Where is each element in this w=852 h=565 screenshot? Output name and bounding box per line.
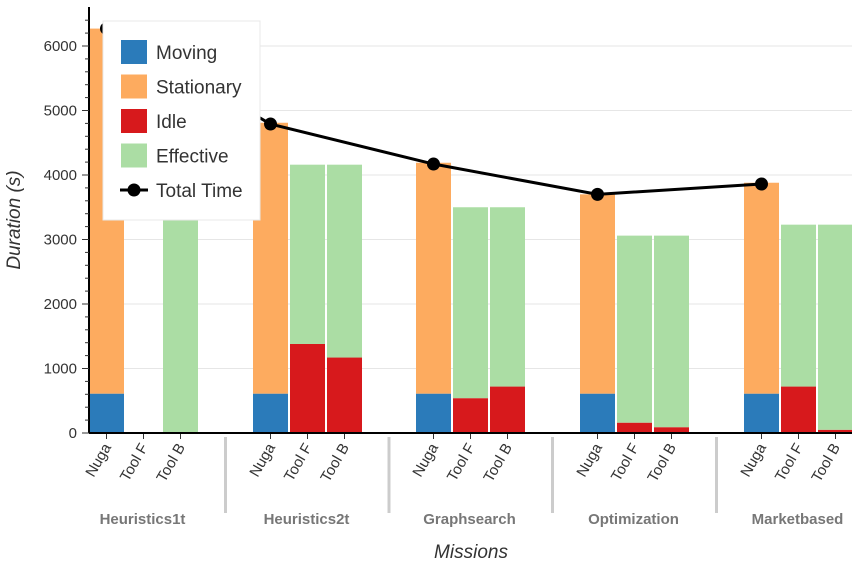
x-category-label: Nuga [573, 440, 606, 480]
bar-segment-effective [617, 235, 652, 423]
x-axis-title: Missions [434, 542, 508, 563]
legend-swatch-effective [121, 143, 147, 168]
bar-segment-idle [453, 398, 488, 433]
bar-segment-idle [654, 427, 689, 433]
bar-segment-effective [453, 207, 488, 399]
total-time-point [264, 117, 277, 131]
y-axis-title: Duration (s) [4, 170, 25, 269]
bar-segment-idle [818, 429, 852, 433]
bar-segment-idle [781, 386, 816, 433]
bar-segment-effective [327, 164, 362, 358]
legend-label: Idle [156, 112, 187, 133]
legend-swatch-marker [127, 183, 141, 197]
legend-swatch-stationary [121, 74, 147, 99]
x-category-label: Nuga [737, 440, 770, 480]
bar-segment-effective [818, 224, 852, 430]
total-time-point [591, 187, 604, 201]
bar-segment-effective [290, 164, 325, 344]
bar-segment-idle [290, 343, 325, 433]
legend: Moving Stationary Idle Effective Total Time [102, 20, 261, 221]
bar-segment-moving [253, 393, 288, 433]
group-label: Marketbased [752, 511, 844, 528]
legend-label: Effective [156, 147, 229, 168]
x-category-label: Tool B [153, 441, 189, 486]
y-tick-label: 6000 [44, 38, 77, 55]
bar-segment-moving [89, 393, 124, 433]
x-category-label: Nuga [246, 440, 279, 480]
bar-segment-moving [580, 393, 615, 433]
group-label: Heuristics2t [264, 511, 350, 528]
legend-swatch-idle [121, 109, 147, 133]
bar-segment-stationary [580, 194, 615, 394]
bar-segment-idle [617, 422, 652, 433]
group-labels: Heuristics1t Heuristics2t Graphsearch Optim… [100, 437, 844, 528]
x-category-label: Tool F [772, 441, 807, 485]
y-tick-label: 1000 [44, 361, 77, 378]
x-category-label: Tool F [444, 441, 479, 485]
x-category-label: Tool B [317, 441, 353, 486]
x-category-label: Tool F [117, 441, 152, 485]
bar-segment-moving [744, 393, 779, 433]
total-time-point [427, 157, 440, 171]
axes [82, 7, 852, 439]
bar-segment-idle [490, 386, 525, 433]
legend-label: Moving [156, 43, 217, 64]
total-time-point [755, 177, 768, 191]
bar-segment-moving [416, 393, 451, 433]
y-tick-label: 0 [69, 425, 77, 442]
x-category-label: Tool F [281, 441, 316, 485]
y-tick-label: 4000 [44, 167, 77, 184]
group-label: Heuristics1t [100, 511, 186, 528]
legend-label: Stationary [156, 78, 242, 99]
bar-segment-effective [781, 224, 816, 387]
legend-swatch-moving [121, 40, 147, 64]
x-category-label: Nuga [409, 440, 442, 480]
x-category-label: Nuga [82, 440, 115, 480]
bar-segment-effective [654, 235, 689, 428]
bar-segment-stationary [416, 162, 451, 394]
y-tick-label: 3000 [44, 232, 77, 249]
x-category-label: Tool B [808, 441, 844, 486]
x-category-label: Tool B [480, 441, 516, 486]
x-category-label: Tool B [644, 441, 680, 486]
y-tick-label: 5000 [44, 103, 77, 120]
y-tick-labels: 0 1000 2000 3000 4000 5000 6000 [44, 38, 77, 442]
bar-segment-idle [327, 357, 362, 433]
x-category-labels: Nuga Tool F Tool B Nuga Tool F Tool B Nuga Tool… [82, 440, 844, 485]
group-label: Optimization [588, 511, 679, 528]
x-category-label: Tool F [608, 441, 643, 485]
legend-label: Total Time [156, 181, 243, 202]
bar-segment-stationary [744, 182, 779, 394]
y-tick-label: 2000 [44, 296, 77, 313]
group-label: Graphsearch [423, 511, 516, 528]
bar-segment-effective [490, 207, 525, 387]
